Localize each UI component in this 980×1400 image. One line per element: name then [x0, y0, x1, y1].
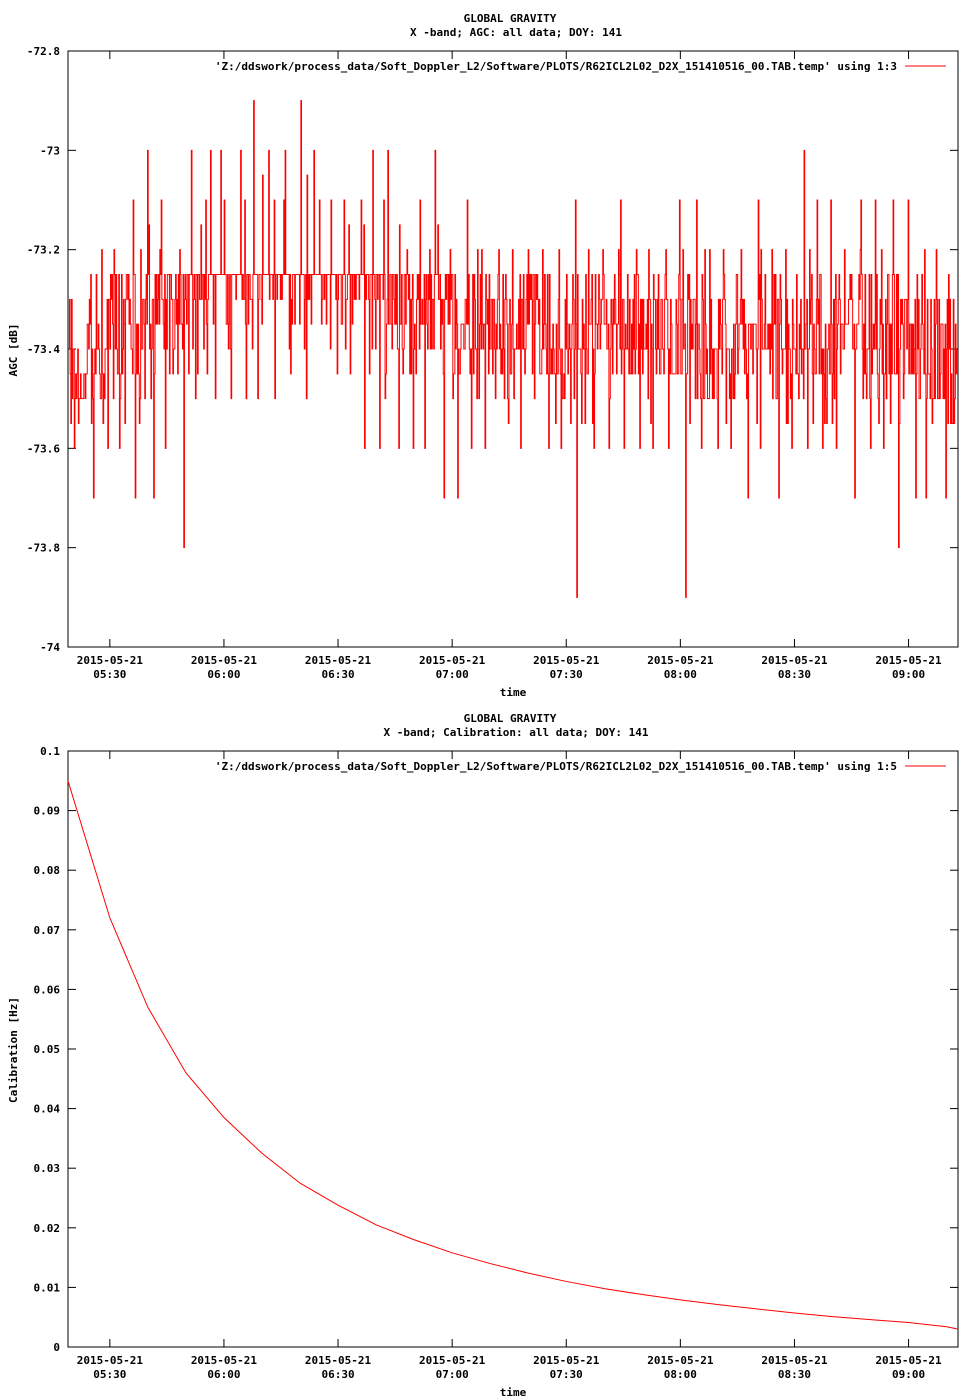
chart-1-y-tick-label: -73	[40, 144, 60, 157]
chart-2-x-tick-date: 2015-05-21	[419, 1354, 486, 1367]
chart-2-y-tick-label: 0.03	[34, 1162, 61, 1175]
chart-2-title: GLOBAL GRAVITY	[464, 712, 557, 725]
chart-2-y-tick-label: 0.06	[34, 983, 61, 996]
chart-1-y-tick-label: -73.4	[27, 343, 60, 356]
chart-2-x-tick-time: 08:30	[778, 1368, 811, 1381]
chart-1-y-tick-label: -73.2	[27, 244, 60, 257]
chart-2-xlabel: time	[500, 1386, 527, 1399]
chart-1-title: GLOBAL GRAVITY	[464, 12, 557, 25]
chart-1-ylabel: AGC [dB]	[7, 324, 20, 377]
chart-2-x-tick-time: 07:30	[550, 1368, 583, 1381]
chart-1: GLOBAL GRAVITY X -band; AGC: all data; D…	[7, 12, 959, 699]
chart-2-y-tick-label: 0.04	[34, 1103, 61, 1116]
chart-2-x-tick-time: 07:00	[436, 1368, 469, 1381]
chart-1-x-tick-date: 2015-05-21	[875, 654, 942, 667]
chart-2-ylabel: Calibration [Hz]	[7, 997, 20, 1103]
chart-1-x-tick-time: 08:30	[778, 668, 811, 681]
chart-1-x-tick-date: 2015-05-21	[77, 654, 144, 667]
chart-1-subtitle: X -band; AGC: all data; DOY: 141	[410, 26, 622, 39]
chart-2-y-tick-label: 0.01	[34, 1281, 61, 1294]
chart-1-x-tick-time: 09:00	[892, 668, 925, 681]
chart-1-xlabel: time	[500, 686, 527, 699]
chart-1-x-tick-time: 06:00	[207, 668, 240, 681]
chart-2-x-tick-date: 2015-05-21	[191, 1354, 258, 1367]
chart-2-plot-frame	[67, 750, 959, 1348]
chart-1-y-tick-label: -72.8	[27, 45, 60, 58]
chart-2-x-tick-time: 06:30	[321, 1368, 354, 1381]
chart-1-y-tick-label: -73.8	[27, 542, 60, 555]
chart-2-y-tick-label: 0.05	[34, 1043, 61, 1056]
chart-1-x-tick-date: 2015-05-21	[305, 654, 372, 667]
chart-2-x-tick-date: 2015-05-21	[761, 1354, 828, 1367]
chart-2-y-tick-label: 0.09	[34, 805, 61, 818]
chart-2-x-tick-date: 2015-05-21	[533, 1354, 600, 1367]
chart-2-x-tick-time: 06:00	[207, 1368, 240, 1381]
chart-2-y-tick-label: 0.07	[34, 924, 61, 937]
chart-1-x-tick-time: 07:00	[436, 668, 469, 681]
chart-1-y-tick-label: -73.6	[27, 442, 60, 455]
chart-1-x-tick-date: 2015-05-21	[191, 654, 258, 667]
chart-2-x-tick-time: 05:30	[93, 1368, 126, 1381]
chart-1-x-tick-time: 06:30	[321, 668, 354, 681]
chart-2-series-line	[67, 780, 959, 1330]
chart-1-legend-label: 'Z:/ddswork/process_data/Soft_Doppler_L2…	[215, 60, 897, 73]
chart-2-x-tick-time: 08:00	[664, 1368, 697, 1381]
chart-1-series-line	[68, 100, 958, 598]
chart-2-legend-label: 'Z:/ddswork/process_data/Soft_Doppler_L2…	[215, 760, 897, 773]
chart-2-x-tick-date: 2015-05-21	[875, 1354, 942, 1367]
chart-2-x-tick-date: 2015-05-21	[305, 1354, 372, 1367]
chart-2: GLOBAL GRAVITY X -band; Calibration: all…	[7, 712, 959, 1399]
chart-2-x-tick-date: 2015-05-21	[647, 1354, 714, 1367]
chart-1-x-tick-date: 2015-05-21	[533, 654, 600, 667]
chart-1-x-tick-time: 07:30	[550, 668, 583, 681]
chart-2-x-tick-time: 09:00	[892, 1368, 925, 1381]
chart-2-y-tick-label: 0.1	[40, 745, 60, 758]
chart-1-x-tick-time: 05:30	[93, 668, 126, 681]
chart-1-x-tick-date: 2015-05-21	[761, 654, 828, 667]
chart-2-y-tick-label: 0	[53, 1341, 60, 1354]
chart-1-x-tick-date: 2015-05-21	[647, 654, 714, 667]
chart-1-x-tick-date: 2015-05-21	[419, 654, 486, 667]
chart-1-x-tick-time: 08:00	[664, 668, 697, 681]
chart-2-layer: 0.1 0.09 0.08 0.07 0.06 0.05 0.04 0.03 0.02 0.01 0…	[34, 745, 959, 1381]
chart-1-y-tick-label: -74	[40, 641, 60, 654]
chart-2-y-tick-label: 0.08	[34, 864, 61, 877]
chart-2-y-tick-label: 0.02	[34, 1222, 61, 1235]
chart-1-layer: -72.8 -73 -73.2 -73.4 -73.6 -73.8 -74 2015-05-2…	[27, 45, 959, 681]
chart-2-subtitle: X -band; Calibration: all data; DOY: 141	[384, 726, 649, 739]
chart-2-x-tick-date: 2015-05-21	[77, 1354, 144, 1367]
